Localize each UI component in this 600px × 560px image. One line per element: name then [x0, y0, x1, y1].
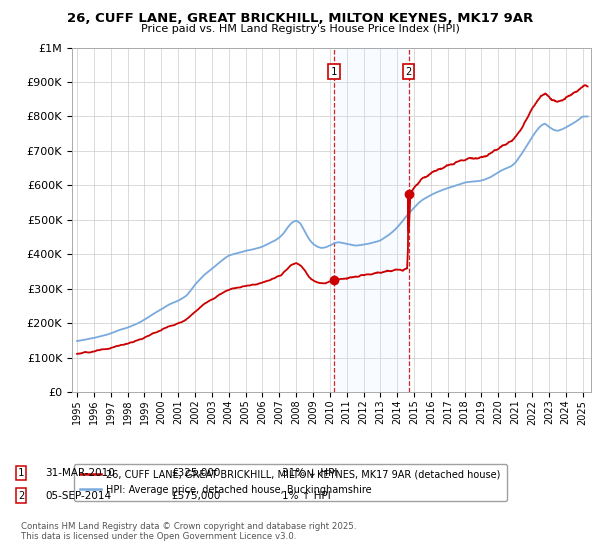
Text: 31-MAR-2010: 31-MAR-2010 — [45, 468, 115, 478]
Text: 31% ↓ HPI: 31% ↓ HPI — [282, 468, 337, 478]
Text: Contains HM Land Registry data © Crown copyright and database right 2025.
This d: Contains HM Land Registry data © Crown c… — [21, 522, 356, 542]
Text: 1: 1 — [18, 468, 24, 478]
Text: 1% ↑ HPI: 1% ↑ HPI — [282, 491, 331, 501]
Text: 2: 2 — [18, 491, 24, 501]
Legend: 26, CUFF LANE, GREAT BRICKHILL, MILTON KEYNES, MK17 9AR (detached house), HPI: A: 26, CUFF LANE, GREAT BRICKHILL, MILTON K… — [74, 464, 506, 501]
Text: £325,000: £325,000 — [171, 468, 220, 478]
Text: 26, CUFF LANE, GREAT BRICKHILL, MILTON KEYNES, MK17 9AR: 26, CUFF LANE, GREAT BRICKHILL, MILTON K… — [67, 12, 533, 25]
Text: Price paid vs. HM Land Registry's House Price Index (HPI): Price paid vs. HM Land Registry's House … — [140, 24, 460, 34]
Bar — [334, 48, 409, 392]
Text: 05-SEP-2014: 05-SEP-2014 — [45, 491, 111, 501]
Text: 2: 2 — [406, 67, 412, 77]
Text: £575,000: £575,000 — [171, 491, 220, 501]
Text: 1: 1 — [331, 67, 337, 77]
